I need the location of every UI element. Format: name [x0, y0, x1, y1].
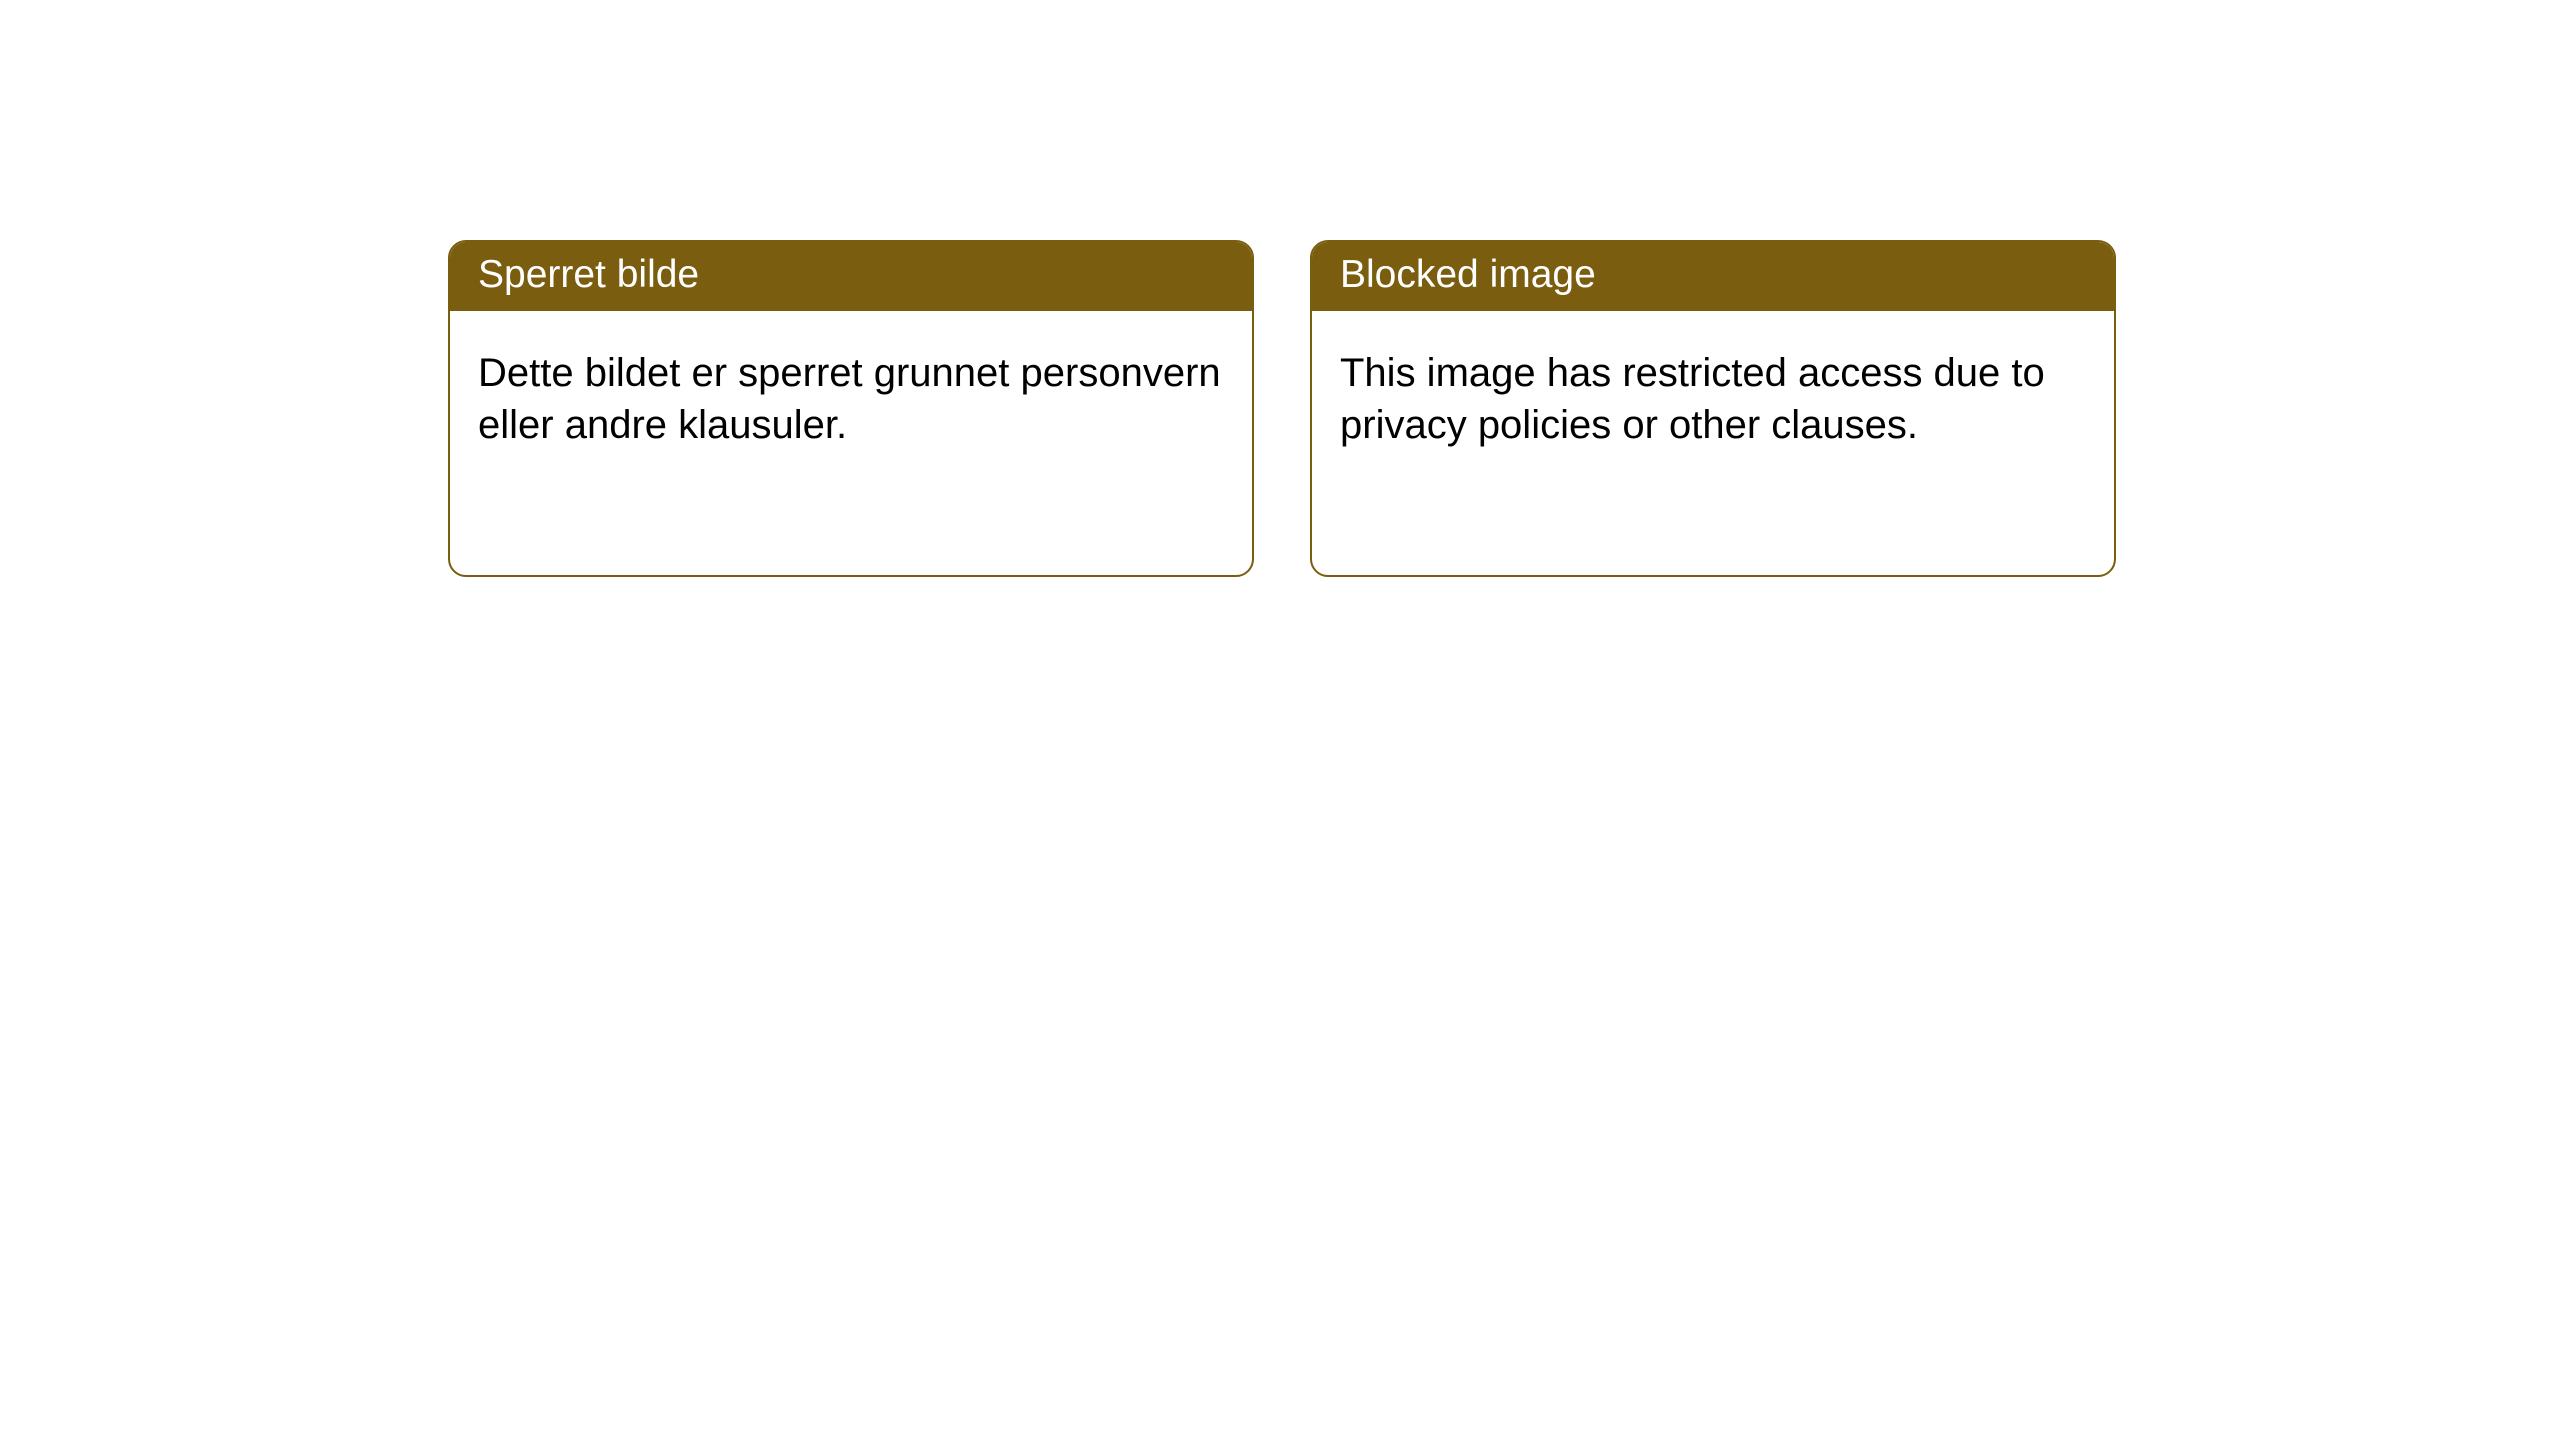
notice-container: Sperret bilde Dette bildet er sperret gr…: [0, 0, 2560, 577]
notice-title-no: Sperret bilde: [450, 242, 1252, 311]
notice-body-no: Dette bildet er sperret grunnet personve…: [450, 311, 1252, 487]
notice-body-en: This image has restricted access due to …: [1312, 311, 2114, 487]
notice-card-no: Sperret bilde Dette bildet er sperret gr…: [448, 240, 1254, 577]
notice-title-en: Blocked image: [1312, 242, 2114, 311]
notice-card-en: Blocked image This image has restricted …: [1310, 240, 2116, 577]
